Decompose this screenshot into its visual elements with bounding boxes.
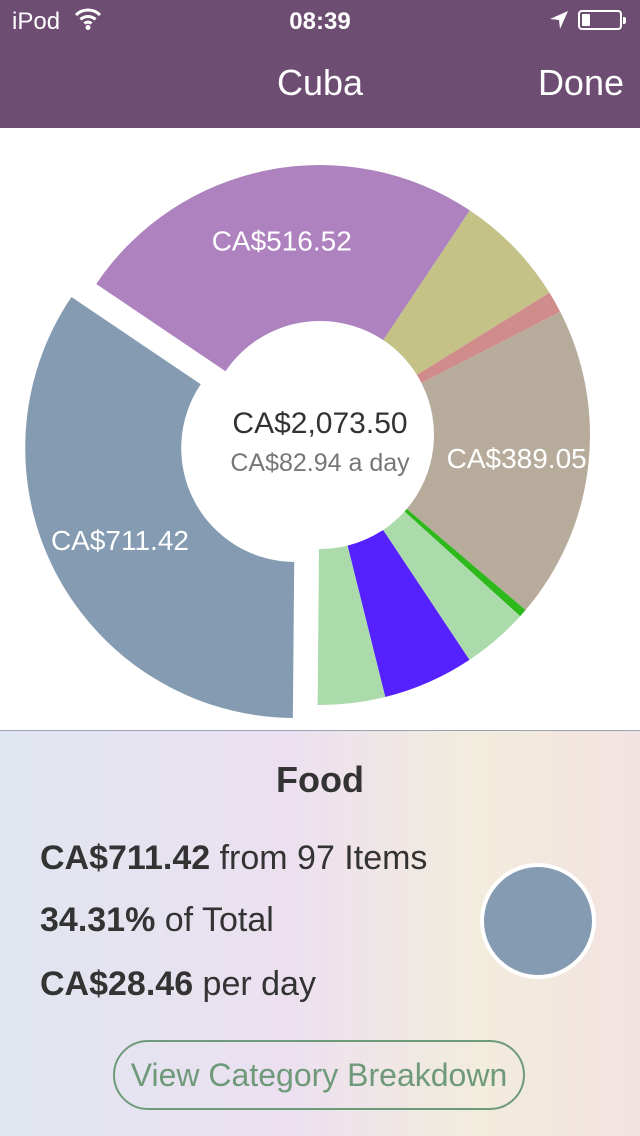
view-category-breakdown-button[interactable]: View Category Breakdown: [113, 1040, 525, 1110]
per-day-line: CA$28.46 per day: [40, 965, 316, 1004]
per-day-value: CA$28.46: [40, 965, 194, 1003]
pie-slice-9[interactable]: [317, 545, 386, 705]
category-color-swatch: [480, 863, 596, 979]
amount-value: CA$711.42: [40, 839, 211, 877]
amount-line: CA$711.42 from 97 Items: [40, 839, 427, 878]
pie-slice-8[interactable]: [347, 529, 470, 697]
battery-icon: [578, 10, 626, 30]
donut-chart: CA$711.42 CA$516.52 CA$389.05 CA$2,073.50 CA…: [25, 165, 590, 719]
nav-bar: iPod 08:39 Cuba Done: [0, 0, 640, 128]
percent-line: 34.31% of Total: [40, 901, 274, 940]
category-detail-panel: Food CA$711.42 from 97 Items 34.31% of T…: [0, 731, 640, 1136]
status-bar: iPod 08:39: [0, 0, 640, 40]
slice-label-1: CA$711.42: [51, 525, 189, 556]
pie-slice-2[interactable]: [96, 165, 470, 372]
status-time: 08:39: [289, 8, 351, 35]
pie-slice-7[interactable]: [383, 511, 521, 660]
center-per-day: CA$82.94 a day: [230, 449, 410, 477]
pie-slice-6[interactable]: [404, 508, 526, 617]
pie-slice-3[interactable]: [383, 210, 550, 375]
amount-suffix: from 97 Items: [210, 839, 428, 877]
chart-area: CA$711.42 CA$516.52 CA$389.05 CA$2,073.50 CA…: [0, 128, 640, 731]
per-day-suffix: per day: [193, 965, 316, 1003]
percent-value: 34.31%: [40, 901, 156, 939]
slice-label-5: CA$389.05: [447, 443, 587, 474]
done-button[interactable]: Done: [537, 62, 624, 103]
pie-slice-1[interactable]: [25, 296, 295, 719]
page-title: Cuba: [276, 62, 364, 103]
carrier-label: iPod: [12, 8, 61, 35]
pie-slice-5[interactable]: [406, 311, 590, 611]
wifi-icon: [74, 8, 102, 30]
pie-slice-4[interactable]: [416, 292, 561, 384]
category-title: Food: [276, 759, 364, 800]
percent-suffix: of Total: [155, 901, 274, 939]
slice-label-2: CA$516.52: [212, 226, 352, 257]
location-arrow-icon: [550, 11, 568, 29]
center-total: CA$2,073.50: [232, 407, 407, 440]
